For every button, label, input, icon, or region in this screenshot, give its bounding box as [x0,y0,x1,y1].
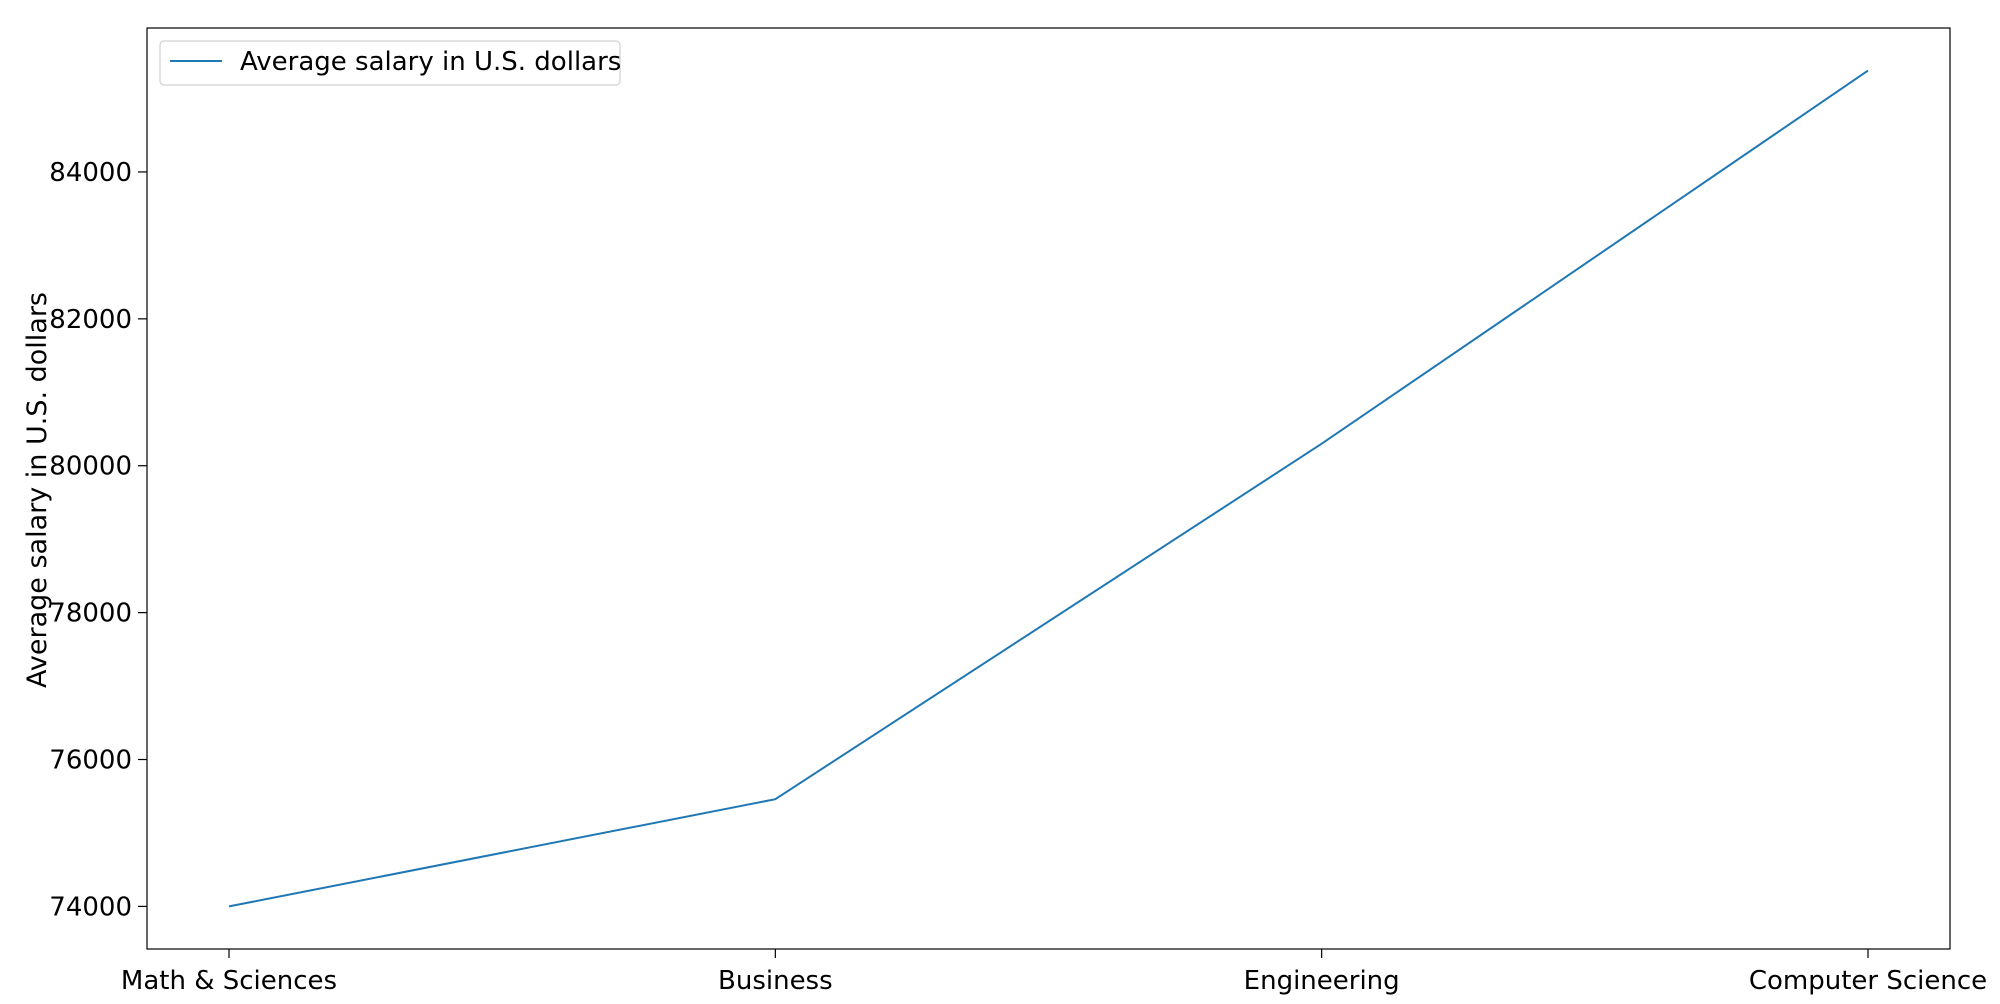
y-tick-label: 84000 [49,158,132,188]
y-tick-label: 74000 [49,892,132,922]
x-tick-label: Engineering [1244,966,1400,996]
y-tick-label: 78000 [49,599,132,629]
plot-area: 74000 76000 78000 80000 82000 84000 Math & Sci… [49,28,1987,996]
y-tick-label: 76000 [49,746,132,776]
series-line-0 [229,71,1868,907]
x-tick-label: Math & Sciences [121,966,337,996]
x-tick-label: Business [718,966,833,996]
plot-frame [147,28,1950,949]
x-tick-label: Computer Science [1749,966,1987,996]
y-tick-label: 82000 [49,305,132,335]
legend-label: Average salary in U.S. dollars [240,47,621,77]
y-tick-label: 80000 [49,452,132,482]
legend: Average salary in U.S. dollars [160,41,621,85]
